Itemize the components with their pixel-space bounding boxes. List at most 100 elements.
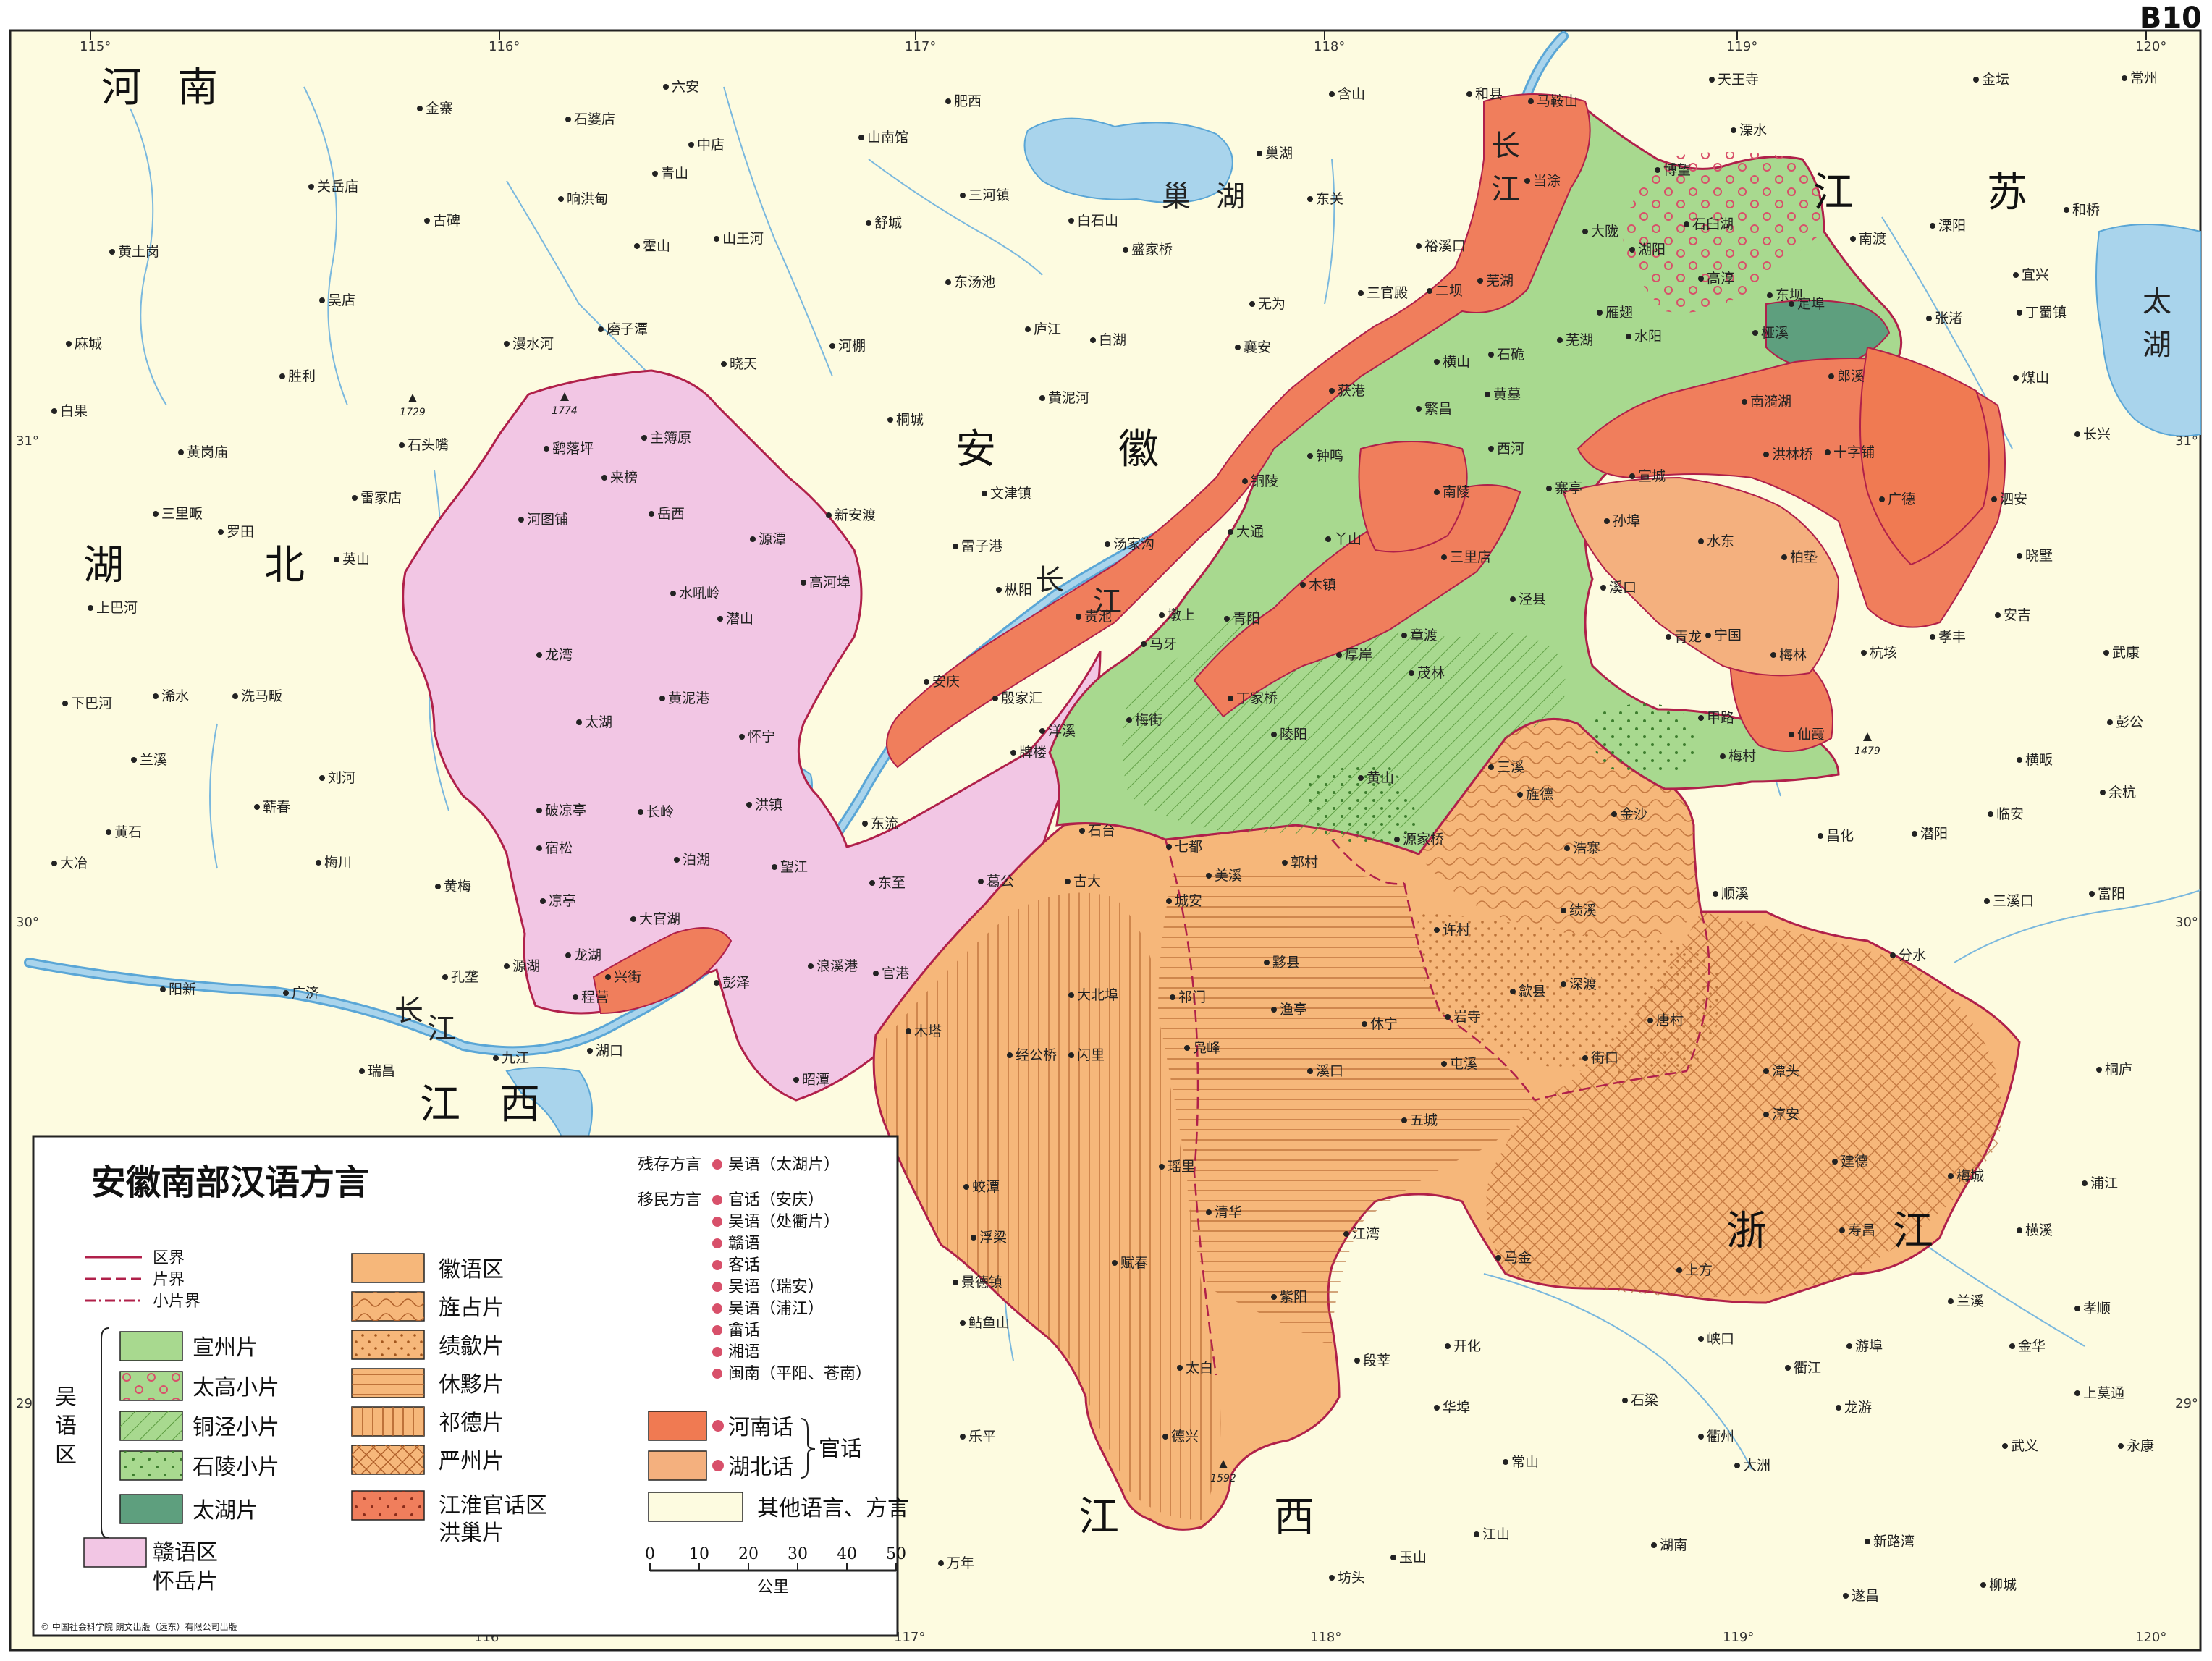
town-dot: [1123, 247, 1128, 253]
town-dot: [1865, 1539, 1870, 1544]
place-name: 含山: [1338, 86, 1365, 102]
town-dot: [971, 1235, 976, 1241]
place-name: 殷家汇: [1001, 690, 1042, 706]
town-dot: [1600, 585, 1606, 591]
place-name: 深渡: [1569, 976, 1597, 992]
place-marker: 武义: [2002, 1438, 2038, 1454]
place-marker: 龙游: [1836, 1400, 1872, 1416]
place-name: 长岭: [646, 804, 674, 820]
legend-boundaries: 区界 片界 小片界: [85, 1249, 200, 1311]
place-name: 湖南: [1660, 1537, 1687, 1553]
town-dot: [1162, 1434, 1168, 1440]
town-dot: [674, 857, 680, 863]
place-marker: 黄泥港: [659, 690, 709, 706]
place-name: 城安: [1175, 893, 1202, 909]
town-dot: [1068, 218, 1074, 224]
place-name: 大洲: [1743, 1458, 1770, 1474]
town-dot: [2009, 1343, 2015, 1349]
town-dot: [772, 864, 777, 870]
place-marker: 河图铺: [518, 512, 568, 528]
place-marker: 章渡: [1401, 627, 1438, 643]
legend-swatch-taihu: [119, 1494, 183, 1524]
peaks: 1479 1592 1774 1729: [400, 392, 1880, 1484]
place-name: 英山: [342, 551, 370, 567]
place-name: 天王寺: [1718, 72, 1759, 88]
place-name: 安吉: [2004, 607, 2031, 623]
place-marker: 东坝: [1767, 287, 1803, 303]
place-marker: 黄石: [106, 824, 142, 840]
place-name: 三里店: [1450, 549, 1491, 565]
place-name: 横畈: [2025, 752, 2053, 768]
town-dot: [319, 297, 325, 303]
town-dot: [1995, 612, 2001, 618]
town-dot: [866, 220, 871, 226]
place-name: 桠溪: [1761, 325, 1789, 341]
place-marker: 兴街: [605, 969, 641, 985]
place-name: 牌楼: [1019, 745, 1047, 761]
town-dot: [1629, 247, 1635, 253]
town-dot: [1170, 994, 1175, 1000]
town-dot: [688, 142, 694, 148]
water-label-character: 江: [1491, 173, 1520, 206]
place-marker: 枞阳: [996, 582, 1032, 598]
place-marker: 黄梅: [435, 879, 471, 895]
legend-wu-group-3: 区: [55, 1442, 77, 1468]
place-name: 潜阳: [1920, 826, 1948, 842]
town-dot: [1184, 1045, 1190, 1051]
town-dot: [1742, 399, 1747, 405]
legend-label-shiling: 石陵小片: [193, 1455, 279, 1480]
town-dot: [2017, 757, 2022, 763]
town-dot: [359, 1068, 365, 1074]
town-dot: [1079, 828, 1085, 834]
place-marker: 山王河: [714, 231, 764, 247]
town-dot: [1090, 337, 1096, 343]
town-dot: [953, 1280, 958, 1285]
place-marker: 衢江: [1785, 1360, 1821, 1376]
town-dot: [1409, 670, 1414, 676]
place-name: 鲇鱼山: [968, 1315, 1010, 1331]
town-dot: [1890, 952, 1896, 958]
place-name: 寿昌: [1848, 1222, 1875, 1238]
town-dot: [1394, 837, 1400, 842]
province-character: 北: [264, 542, 308, 589]
place-marker: 岩寺: [1445, 1009, 1481, 1025]
place-marker: 鲇鱼山: [960, 1315, 1010, 1331]
town-dot: [1445, 1014, 1451, 1020]
wu-subregion-patterns: [1122, 152, 1824, 843]
town-dot: [1264, 960, 1270, 965]
place-name: 赋春: [1120, 1255, 1148, 1271]
province-character: 江: [1813, 169, 1857, 216]
town-dot: [1329, 388, 1335, 394]
place-name: 黄石: [114, 824, 142, 840]
place-marker: 中店: [688, 137, 725, 153]
place-marker: 丁蜀镇: [2017, 305, 2067, 321]
place-name: 胜利: [288, 368, 316, 384]
place-name: 蛟潭: [972, 1179, 1000, 1195]
town-dot: [88, 605, 93, 611]
longitude-label-bottom: 117°: [894, 1630, 925, 1645]
place-marker: 清华: [1206, 1204, 1242, 1220]
place-name: 上巴河: [96, 600, 138, 616]
place-name: 临安: [1996, 806, 2024, 822]
town-dot: [2100, 790, 2106, 795]
town-dot: [945, 98, 951, 104]
place-name: 钟鸣: [1316, 448, 1343, 464]
place-name: 六安: [672, 79, 699, 95]
legend-label-guanhua: 官话: [819, 1437, 862, 1462]
place-marker: 陵阳: [1271, 727, 1307, 743]
place-name: 梅村: [1728, 748, 1756, 764]
place-marker: 建德: [1832, 1154, 1868, 1170]
longitude-label-bottom: 120°: [2135, 1630, 2166, 1645]
migrant-symbol: [712, 1238, 722, 1248]
place-marker: 寿昌: [1839, 1222, 1875, 1238]
place-marker: 木塔: [906, 1023, 942, 1039]
town-dot: [2017, 310, 2022, 316]
place-name: 煤山: [2022, 370, 2049, 386]
place-marker: 长兴: [2074, 426, 2111, 442]
place-name: 休宁: [1370, 1016, 1398, 1032]
migrant-symbol: [712, 1369, 722, 1379]
place-marker: 三河镇: [960, 187, 1010, 203]
place-name: 孝顺: [2083, 1301, 2111, 1316]
place-name: 怀宁: [748, 729, 775, 745]
town-dot: [1434, 1405, 1440, 1411]
